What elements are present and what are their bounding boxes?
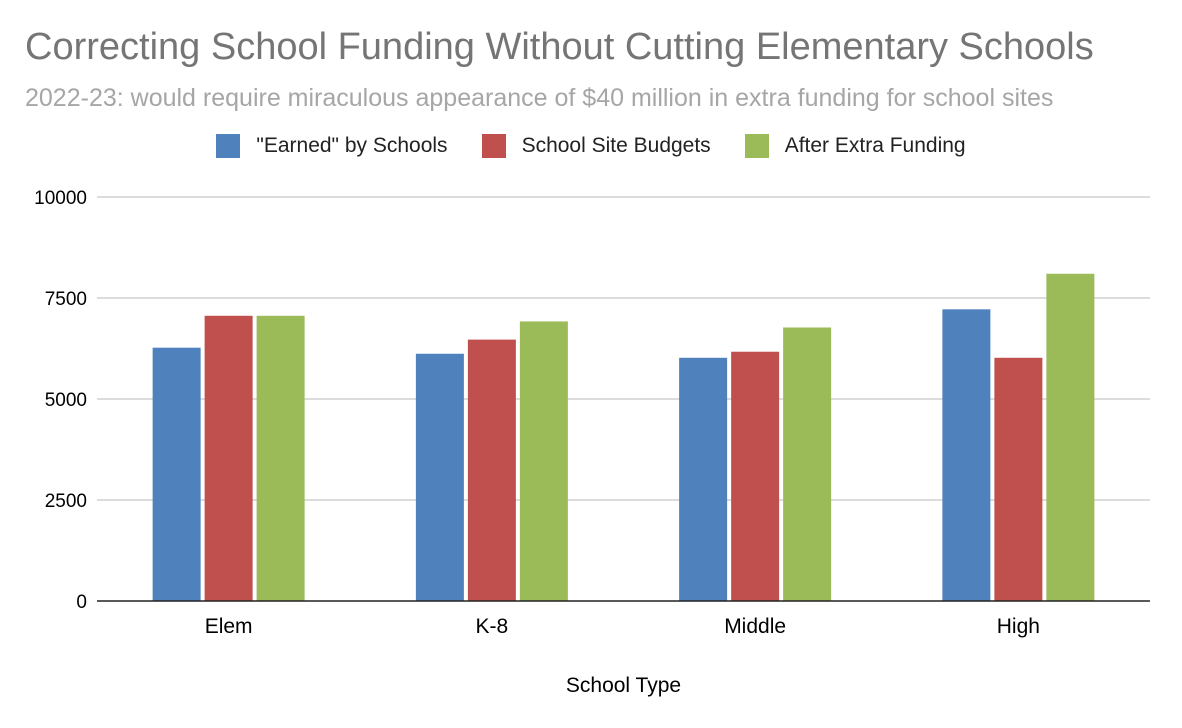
- y-tick-label: 0: [76, 592, 87, 613]
- bar-high-series-2: [1046, 273, 1095, 601]
- legend-item-earned: "Earned" by Schools: [216, 134, 448, 158]
- legend-item-extra-funding: After Extra Funding: [744, 134, 966, 158]
- chart-title: Correcting School Funding Without Cuttin…: [25, 26, 1094, 68]
- legend-swatch-site-budgets: [481, 134, 506, 158]
- bar-k-8-series-1: [467, 339, 516, 601]
- bar-k-8-series-2: [519, 321, 568, 601]
- legend-label-site-budgets: School Site Budgets: [521, 134, 711, 157]
- bar-middle-series-0: [679, 357, 728, 601]
- bar-k-8-series-0: [415, 353, 464, 601]
- x-tick-label: High: [997, 615, 1040, 638]
- x-tick-label: Middle: [724, 615, 786, 638]
- legend-label-earned: "Earned" by Schools: [256, 134, 448, 157]
- chart-legend: "Earned" by Schools School Site Budgets …: [0, 134, 1182, 158]
- y-tick-label: 2500: [45, 491, 87, 512]
- chart-subtitle: 2022-23: would require miraculous appear…: [25, 84, 1054, 112]
- x-tick-label: Elem: [205, 615, 253, 638]
- y-tick-label: 5000: [45, 390, 87, 411]
- y-tick-label: 10000: [34, 188, 87, 209]
- bar-high-series-0: [942, 309, 991, 601]
- legend-swatch-extra-funding: [744, 134, 769, 158]
- bar-elem-series-0: [152, 347, 201, 601]
- legend-item-site-budgets: School Site Budgets: [481, 134, 711, 158]
- bar-middle-series-2: [783, 327, 832, 601]
- legend-label-extra-funding: After Extra Funding: [784, 134, 966, 157]
- bar-middle-series-1: [731, 351, 780, 601]
- y-tick-label: 7500: [45, 289, 87, 310]
- legend-swatch-earned: [216, 134, 241, 158]
- bar-elem-series-2: [256, 315, 305, 601]
- x-tick-label: K-8: [476, 615, 509, 638]
- x-axis-title: School Type: [566, 674, 681, 697]
- bar-high-series-1: [994, 357, 1043, 601]
- bar-elem-series-1: [204, 315, 253, 601]
